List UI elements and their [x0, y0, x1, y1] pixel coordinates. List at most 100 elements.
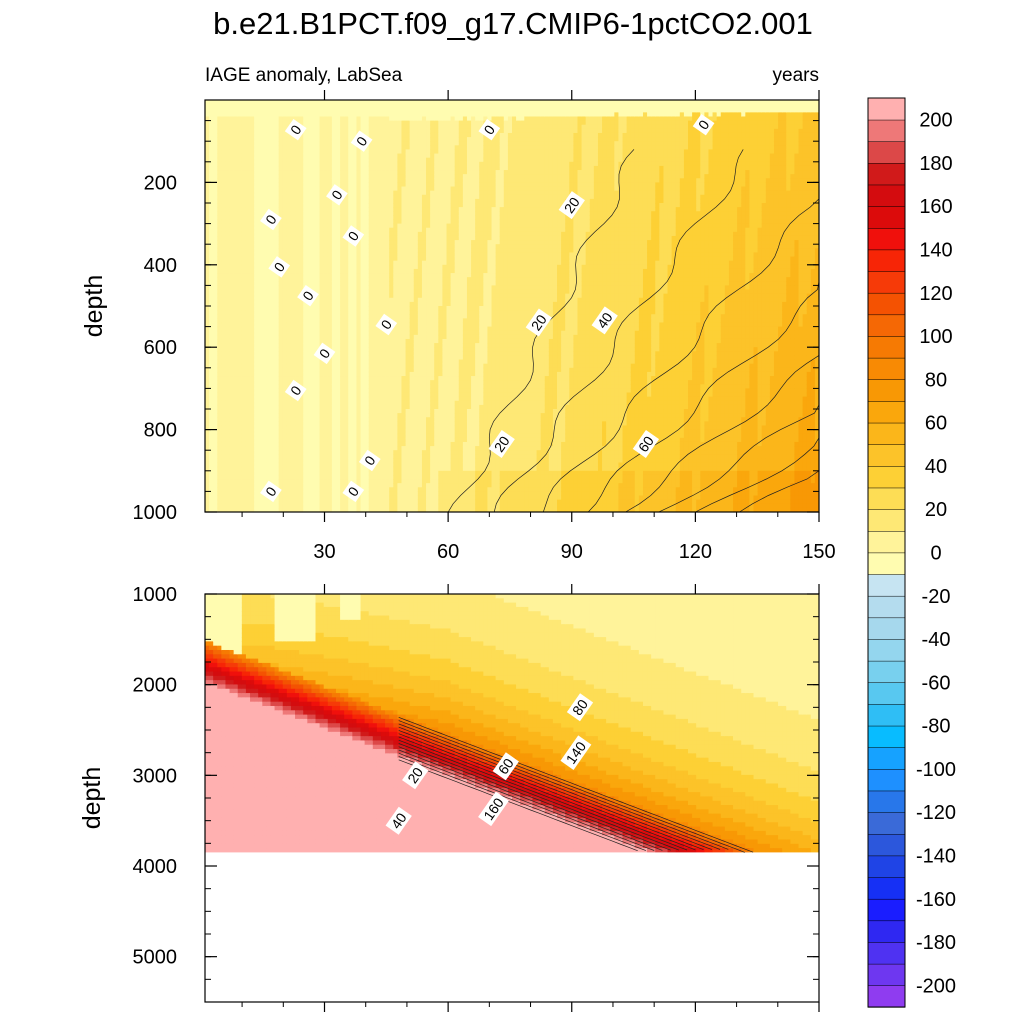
field-cell	[233, 470, 239, 476]
field-cell	[262, 499, 267, 505]
field-cell	[266, 462, 272, 468]
field-cell	[237, 507, 243, 512]
field-cell	[213, 314, 218, 319]
field-cell	[397, 343, 403, 348]
field-cell	[221, 404, 227, 410]
field-cell	[286, 355, 292, 361]
field-cell	[262, 231, 267, 237]
field-cell	[233, 330, 239, 336]
field-cell	[327, 466, 333, 472]
field-cell	[217, 256, 222, 262]
field-cell	[381, 330, 386, 336]
field-cell	[241, 310, 247, 315]
field-cell	[356, 458, 362, 464]
field-cell	[393, 289, 398, 295]
field-cell	[221, 330, 227, 336]
field-cell	[405, 248, 411, 254]
field-cell	[217, 100, 222, 105]
field-cell	[389, 256, 394, 262]
field-cell	[274, 384, 280, 389]
field-cell	[241, 100, 247, 105]
field-cell	[233, 301, 239, 307]
field-cell	[356, 450, 362, 455]
field-cell	[295, 454, 300, 460]
field-cell	[352, 186, 358, 192]
field-cell	[397, 260, 403, 266]
field-cell	[364, 124, 370, 130]
field-cell	[303, 157, 308, 163]
field-cell	[340, 252, 345, 258]
field-cell	[319, 264, 325, 270]
field-cell	[340, 367, 345, 373]
field-cell	[405, 108, 411, 113]
field-cell	[389, 474, 394, 480]
field-cell	[217, 392, 222, 398]
field-cell	[307, 314, 313, 319]
field-cell	[270, 161, 276, 167]
field-cell	[282, 433, 288, 439]
field-cell	[335, 293, 341, 299]
field-cell	[335, 454, 341, 460]
field-cell	[311, 108, 317, 113]
field-cell	[217, 338, 222, 344]
field-cell	[352, 314, 358, 319]
field-cell	[319, 495, 325, 501]
field-cell	[245, 429, 251, 435]
field-cell	[368, 235, 374, 241]
field-cell	[381, 157, 386, 163]
field-cell	[364, 491, 370, 497]
field-cell	[405, 157, 411, 163]
field-cell	[295, 318, 300, 324]
field-cell	[376, 190, 382, 196]
field-cell	[278, 433, 284, 439]
field-cell	[352, 462, 358, 468]
field-cell	[311, 186, 317, 192]
field-cell	[254, 371, 259, 377]
field-cell	[229, 404, 235, 410]
field-cell	[221, 268, 227, 274]
field-cell	[364, 499, 370, 505]
field-cell	[209, 277, 214, 282]
field-cell	[237, 244, 243, 249]
field-cell	[385, 178, 390, 183]
field-cell	[233, 145, 239, 151]
field-cell	[217, 116, 222, 122]
field-cell	[233, 198, 239, 204]
field-cell	[233, 235, 239, 241]
field-cell	[335, 310, 341, 315]
field-cell	[335, 487, 341, 492]
field-cell	[327, 479, 333, 484]
field-cell	[364, 338, 370, 344]
field-cell	[229, 227, 235, 233]
field-cell	[245, 178, 251, 183]
field-cell	[295, 285, 300, 291]
field-cell	[250, 429, 255, 435]
field-cell	[311, 153, 317, 159]
field-cell	[385, 363, 390, 369]
field-cell	[205, 252, 210, 258]
field-cell	[295, 145, 300, 151]
field-cell	[327, 244, 333, 249]
field-cell	[258, 359, 263, 365]
field-cell	[205, 351, 210, 357]
field-cell	[241, 198, 247, 204]
field-cell	[360, 343, 366, 348]
field-cell	[258, 219, 263, 225]
field-cell	[295, 355, 300, 361]
field-cell	[401, 264, 407, 270]
field-cell	[237, 161, 243, 167]
field-cell	[348, 351, 353, 357]
field-cell	[360, 380, 366, 385]
field-cell	[364, 297, 370, 303]
field-cell	[225, 404, 231, 410]
field-cell	[385, 186, 390, 192]
field-cell	[229, 503, 235, 509]
field-cell	[315, 470, 321, 476]
field-cell	[368, 211, 374, 216]
field-cell	[331, 322, 337, 328]
field-cell	[270, 425, 276, 431]
field-cell	[250, 507, 255, 512]
field-cell	[295, 499, 300, 505]
field-cell	[290, 487, 296, 492]
field-cell	[331, 273, 337, 278]
